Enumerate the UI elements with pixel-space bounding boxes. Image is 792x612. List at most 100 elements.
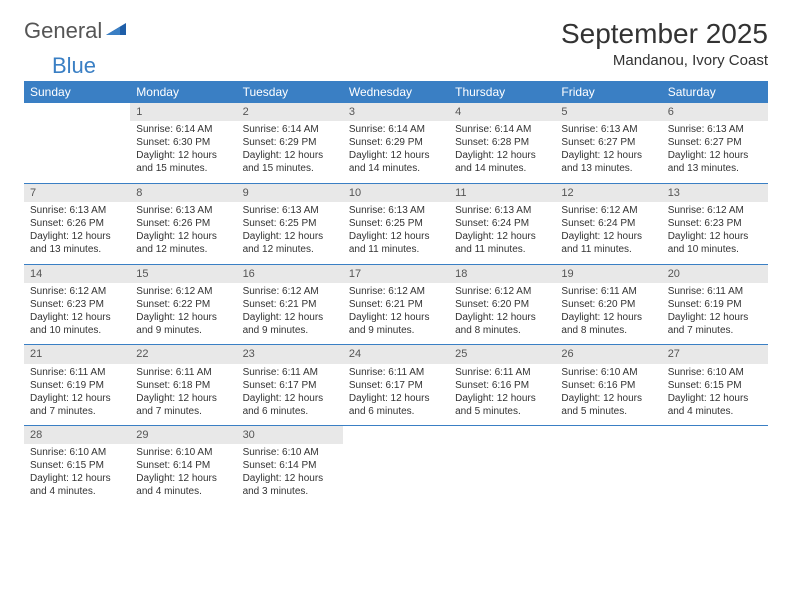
daylight-text: and 8 minutes. xyxy=(455,324,549,337)
daylight-text: Daylight: 12 hours xyxy=(349,149,443,162)
daylight-text: Daylight: 12 hours xyxy=(455,149,549,162)
day-cell: Sunrise: 6:11 AMSunset: 6:17 PMDaylight:… xyxy=(237,364,343,426)
header: General September 2025 Mandanou, Ivory C… xyxy=(24,18,768,69)
daylight-text: Daylight: 12 hours xyxy=(349,392,443,405)
day-number xyxy=(24,103,130,121)
sunset-text: Sunset: 6:21 PM xyxy=(243,298,337,311)
daylight-text: and 9 minutes. xyxy=(136,324,230,337)
sunset-text: Sunset: 6:27 PM xyxy=(561,136,655,149)
day-number: 10 xyxy=(343,183,449,202)
sunset-text: Sunset: 6:25 PM xyxy=(243,217,337,230)
day-cell: Sunrise: 6:11 AMSunset: 6:19 PMDaylight:… xyxy=(662,283,768,345)
daylight-text: Daylight: 12 hours xyxy=(136,472,230,485)
day-cell: Sunrise: 6:10 AMSunset: 6:15 PMDaylight:… xyxy=(24,444,130,506)
sunset-text: Sunset: 6:24 PM xyxy=(561,217,655,230)
day-number: 29 xyxy=(130,426,236,445)
day-number xyxy=(555,426,661,445)
logo-triangle-icon xyxy=(106,21,128,42)
daylight-text: Daylight: 12 hours xyxy=(136,149,230,162)
daylight-text: Daylight: 12 hours xyxy=(243,230,337,243)
daylight-text: Daylight: 12 hours xyxy=(136,392,230,405)
daylight-text: Daylight: 12 hours xyxy=(455,311,549,324)
sunset-text: Sunset: 6:17 PM xyxy=(349,379,443,392)
sunrise-text: Sunrise: 6:14 AM xyxy=(136,123,230,136)
sunrise-text: Sunrise: 6:12 AM xyxy=(455,285,549,298)
daylight-text: and 7 minutes. xyxy=(668,324,762,337)
day-number xyxy=(449,426,555,445)
day-cell: Sunrise: 6:10 AMSunset: 6:15 PMDaylight:… xyxy=(662,364,768,426)
day-cell: Sunrise: 6:11 AMSunset: 6:16 PMDaylight:… xyxy=(449,364,555,426)
daylight-text: and 3 minutes. xyxy=(243,485,337,498)
day-number: 6 xyxy=(662,103,768,121)
sunset-text: Sunset: 6:29 PM xyxy=(243,136,337,149)
daylight-text: Daylight: 12 hours xyxy=(668,311,762,324)
sunrise-text: Sunrise: 6:13 AM xyxy=(349,204,443,217)
day-cell: Sunrise: 6:13 AMSunset: 6:24 PMDaylight:… xyxy=(449,202,555,264)
day-cell: Sunrise: 6:13 AMSunset: 6:26 PMDaylight:… xyxy=(130,202,236,264)
sunrise-text: Sunrise: 6:13 AM xyxy=(136,204,230,217)
day-cell xyxy=(662,444,768,506)
day-cell: Sunrise: 6:10 AMSunset: 6:16 PMDaylight:… xyxy=(555,364,661,426)
sunset-text: Sunset: 6:30 PM xyxy=(136,136,230,149)
sunset-text: Sunset: 6:20 PM xyxy=(561,298,655,311)
daylight-text: Daylight: 12 hours xyxy=(30,472,124,485)
day-number: 12 xyxy=(555,183,661,202)
day-cell xyxy=(24,121,130,183)
sunrise-text: Sunrise: 6:12 AM xyxy=(243,285,337,298)
day-number: 22 xyxy=(130,345,236,364)
daylight-text: Daylight: 12 hours xyxy=(243,149,337,162)
day-number: 1 xyxy=(130,103,236,121)
sunset-text: Sunset: 6:19 PM xyxy=(668,298,762,311)
daylight-text: and 7 minutes. xyxy=(30,405,124,418)
daynum-row: 78910111213 xyxy=(24,183,768,202)
daylight-text: and 6 minutes. xyxy=(349,405,443,418)
day-number xyxy=(662,426,768,445)
daylight-text: and 12 minutes. xyxy=(243,243,337,256)
day-cell xyxy=(343,444,449,506)
day-number: 23 xyxy=(237,345,343,364)
sunrise-text: Sunrise: 6:11 AM xyxy=(561,285,655,298)
daylight-text: and 9 minutes. xyxy=(243,324,337,337)
location: Mandanou, Ivory Coast xyxy=(561,52,768,69)
sunset-text: Sunset: 6:26 PM xyxy=(136,217,230,230)
daynum-row: 123456 xyxy=(24,103,768,121)
sunrise-text: Sunrise: 6:10 AM xyxy=(136,446,230,459)
sunset-text: Sunset: 6:16 PM xyxy=(561,379,655,392)
daylight-text: and 13 minutes. xyxy=(30,243,124,256)
day-number: 21 xyxy=(24,345,130,364)
sunset-text: Sunset: 6:27 PM xyxy=(668,136,762,149)
day-cell xyxy=(449,444,555,506)
daylight-text: and 15 minutes. xyxy=(243,162,337,175)
day-number xyxy=(343,426,449,445)
day-cell: Sunrise: 6:13 AMSunset: 6:27 PMDaylight:… xyxy=(555,121,661,183)
sunset-text: Sunset: 6:23 PM xyxy=(30,298,124,311)
weekday-header: Friday xyxy=(555,81,661,103)
day-number: 15 xyxy=(130,264,236,283)
daylight-text: Daylight: 12 hours xyxy=(136,230,230,243)
day-cell: Sunrise: 6:14 AMSunset: 6:29 PMDaylight:… xyxy=(237,121,343,183)
sunset-text: Sunset: 6:25 PM xyxy=(349,217,443,230)
weekday-header: Saturday xyxy=(662,81,768,103)
daylight-text: and 11 minutes. xyxy=(455,243,549,256)
daylight-text: Daylight: 12 hours xyxy=(455,230,549,243)
sunrise-text: Sunrise: 6:14 AM xyxy=(349,123,443,136)
weekday-header: Thursday xyxy=(449,81,555,103)
daylight-text: and 10 minutes. xyxy=(668,243,762,256)
daylight-text: and 12 minutes. xyxy=(136,243,230,256)
daylight-text: Daylight: 12 hours xyxy=(243,392,337,405)
sunset-text: Sunset: 6:17 PM xyxy=(243,379,337,392)
sunset-text: Sunset: 6:15 PM xyxy=(30,459,124,472)
sunset-text: Sunset: 6:28 PM xyxy=(455,136,549,149)
month-title: September 2025 xyxy=(561,18,768,50)
daylight-text: and 5 minutes. xyxy=(455,405,549,418)
sunrise-text: Sunrise: 6:12 AM xyxy=(668,204,762,217)
calendar-table: Sunday Monday Tuesday Wednesday Thursday… xyxy=(24,81,768,506)
daylight-text: and 13 minutes. xyxy=(561,162,655,175)
day-cell: Sunrise: 6:12 AMSunset: 6:23 PMDaylight:… xyxy=(662,202,768,264)
daylight-text: Daylight: 12 hours xyxy=(668,392,762,405)
sunset-text: Sunset: 6:20 PM xyxy=(455,298,549,311)
sunrise-text: Sunrise: 6:12 AM xyxy=(30,285,124,298)
day-cell: Sunrise: 6:13 AMSunset: 6:26 PMDaylight:… xyxy=(24,202,130,264)
daylight-text: Daylight: 12 hours xyxy=(561,311,655,324)
daylight-text: Daylight: 12 hours xyxy=(30,311,124,324)
